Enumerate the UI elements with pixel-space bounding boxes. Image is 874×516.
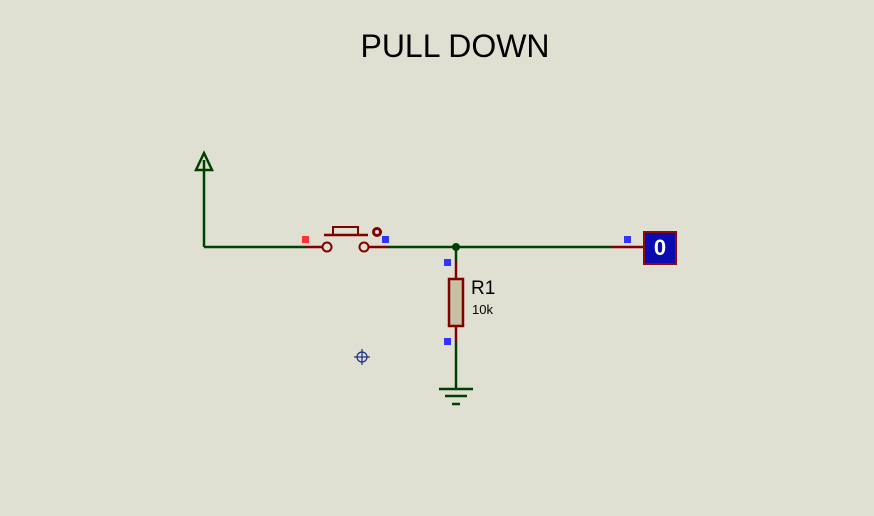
pin-marker-probe [624, 236, 631, 243]
pin-marker-resistor-bottom [444, 338, 451, 345]
ground-icon[interactable] [439, 387, 473, 406]
resistor-icon[interactable] [447, 262, 465, 342]
power-terminal-icon[interactable] [194, 150, 214, 247]
schematic-title: PULL DOWN [360, 28, 550, 64]
resistor-reference-label: R1 [471, 278, 496, 299]
pin-marker-button-left [302, 236, 309, 243]
pin-marker-resistor-top [444, 259, 451, 266]
logic-probe-state: 0 [653, 235, 667, 260]
pushbutton-icon[interactable] [305, 226, 388, 253]
resistor-value-label: 10k [472, 302, 493, 317]
logic-probe-icon[interactable]: 0 [643, 231, 677, 265]
crosshair-cursor-icon [354, 349, 370, 365]
pin-marker-button-right [382, 236, 389, 243]
